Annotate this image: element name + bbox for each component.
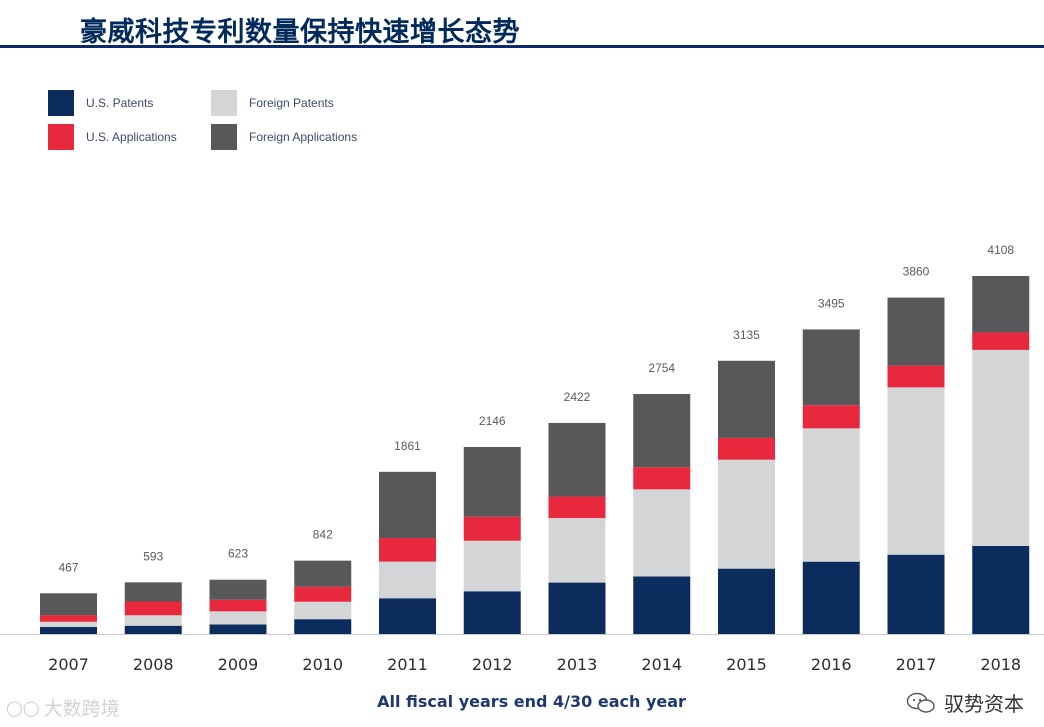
wechat-icon bbox=[906, 692, 935, 713]
bar-segment-u-s-applications bbox=[887, 365, 945, 388]
bar-segment-foreign-applications bbox=[209, 579, 267, 600]
bar-segment-foreign-patents bbox=[718, 459, 775, 569]
x-tick-label: 2017 bbox=[896, 655, 937, 674]
bar-segment-u-s-applications bbox=[209, 599, 267, 612]
x-tick-label: 2016 bbox=[811, 655, 852, 674]
x-tick-label: 2010 bbox=[302, 655, 343, 674]
chart-legend: U.S. Patents U.S. Applications Foreign P… bbox=[48, 90, 408, 160]
footnote: All fiscal years end 4/30 each year bbox=[377, 692, 686, 711]
bar-segment-foreign-applications bbox=[887, 297, 945, 366]
x-tick-label: 2018 bbox=[980, 655, 1021, 674]
bar-segment-foreign-patents bbox=[379, 561, 436, 599]
watermark-right: 驭势资本 bbox=[906, 688, 1024, 717]
watermark-left-text: 大数跨境 bbox=[43, 698, 120, 720]
legend-item-foreign-patents: Foreign Patents bbox=[211, 90, 334, 116]
stacked-bar-chart: 467 2007 593 2008 623 2009 842 2010 1861 2011 2146… bbox=[0, 243, 1044, 674]
bar-segment-foreign-patents bbox=[40, 621, 97, 628]
x-tick-label: 2015 bbox=[726, 655, 767, 674]
bar-total-label: 1861 bbox=[394, 439, 421, 453]
bar-segment-u-s-patents bbox=[548, 582, 606, 634]
bar-segment-foreign-applications bbox=[463, 446, 521, 517]
x-tick-label: 2009 bbox=[218, 655, 259, 674]
bar-segment-u-s-applications bbox=[463, 516, 521, 541]
bar-segment-foreign-applications bbox=[40, 593, 97, 616]
bar-total-label: 2146 bbox=[479, 414, 506, 428]
x-tick-label: 2008 bbox=[133, 655, 174, 674]
title-rule bbox=[0, 45, 1044, 48]
legend-label: U.S. Patents bbox=[86, 96, 154, 110]
bar-segment-u-s-patents bbox=[40, 627, 97, 634]
bar-segment-u-s-applications bbox=[548, 496, 606, 519]
x-tick-label: 2013 bbox=[557, 655, 598, 674]
link-icon: ◯◯ bbox=[6, 698, 40, 717]
bar-total-label: 3495 bbox=[818, 296, 845, 310]
x-tick-label: 2011 bbox=[387, 655, 428, 674]
bar-segment-u-s-patents bbox=[718, 568, 775, 634]
legend-item-us-applications: U.S. Applications bbox=[48, 124, 177, 150]
bar-segment-foreign-applications bbox=[294, 560, 352, 587]
bar-total-label: 623 bbox=[228, 547, 248, 561]
bar-segment-foreign-applications bbox=[633, 393, 691, 468]
bar-segment-u-s-patents bbox=[124, 625, 182, 634]
bar-segment-u-s-applications bbox=[718, 437, 775, 460]
bar-total-label: 2754 bbox=[648, 361, 675, 375]
bar-total-label: 3860 bbox=[903, 265, 930, 279]
bar-segment-foreign-applications bbox=[972, 276, 1030, 333]
slide-title: 豪威科技专利数量保持快速增长态势 bbox=[80, 17, 520, 48]
legend-swatch bbox=[48, 90, 74, 116]
bar-segment-u-s-applications bbox=[633, 467, 691, 490]
legend-swatch bbox=[48, 124, 74, 150]
x-tick-label: 2007 bbox=[48, 655, 89, 674]
bar-segment-foreign-applications bbox=[124, 582, 182, 602]
bar-segment-u-s-applications bbox=[379, 538, 436, 562]
bar-segment-u-s-patents bbox=[379, 598, 436, 634]
bar-total-label: 467 bbox=[58, 560, 78, 574]
bar-segment-foreign-applications bbox=[802, 329, 860, 406]
bar-total-label: 593 bbox=[143, 549, 163, 563]
bar-segment-foreign-patents bbox=[972, 349, 1030, 546]
bar-segment-foreign-patents bbox=[124, 615, 182, 626]
legend-swatch bbox=[211, 124, 237, 150]
bar-segment-u-s-applications bbox=[40, 615, 97, 622]
bar-segment-u-s-applications bbox=[124, 601, 182, 616]
bar-segment-u-s-patents bbox=[294, 619, 352, 634]
bar-total-label: 2422 bbox=[564, 390, 591, 404]
watermark-left: ◯◯ 大数跨境 bbox=[6, 694, 120, 721]
bar-segment-u-s-applications bbox=[802, 405, 860, 429]
bar-segment-u-s-applications bbox=[294, 586, 352, 602]
bar-segment-u-s-patents bbox=[887, 554, 945, 634]
bar-segment-foreign-patents bbox=[463, 540, 521, 592]
legend-label: Foreign Patents bbox=[249, 96, 334, 110]
watermark-right-text: 驭势资本 bbox=[944, 692, 1024, 716]
bar-segment-foreign-applications bbox=[718, 360, 775, 438]
legend-label: U.S. Applications bbox=[86, 130, 177, 144]
bar-segment-foreign-patents bbox=[209, 611, 267, 625]
bar-total-label: 4108 bbox=[987, 243, 1014, 257]
bar-segment-foreign-applications bbox=[379, 471, 436, 539]
bar-total-label: 3135 bbox=[733, 328, 760, 342]
legend-item-us-patents: U.S. Patents bbox=[48, 90, 153, 116]
bar-total-label: 842 bbox=[313, 528, 333, 542]
bar-segment-foreign-patents bbox=[633, 489, 691, 577]
bar-segment-u-s-patents bbox=[972, 545, 1030, 634]
bar-segment-foreign-patents bbox=[548, 518, 606, 583]
bar-segment-u-s-applications bbox=[972, 332, 1030, 350]
bar-segment-foreign-patents bbox=[802, 428, 860, 562]
bar-segment-foreign-patents bbox=[887, 387, 945, 555]
bar-segment-foreign-applications bbox=[548, 422, 606, 497]
legend-swatch bbox=[211, 90, 237, 116]
x-tick-label: 2012 bbox=[472, 655, 513, 674]
x-tick-label: 2014 bbox=[641, 655, 682, 674]
bar-segment-u-s-patents bbox=[209, 624, 267, 634]
legend-item-foreign-applications: Foreign Applications bbox=[211, 124, 357, 150]
legend-label: Foreign Applications bbox=[249, 130, 358, 144]
bar-segment-u-s-patents bbox=[802, 561, 860, 634]
bar-segment-foreign-patents bbox=[294, 601, 352, 620]
bar-segment-u-s-patents bbox=[633, 576, 691, 634]
bar-segment-u-s-patents bbox=[463, 591, 521, 634]
